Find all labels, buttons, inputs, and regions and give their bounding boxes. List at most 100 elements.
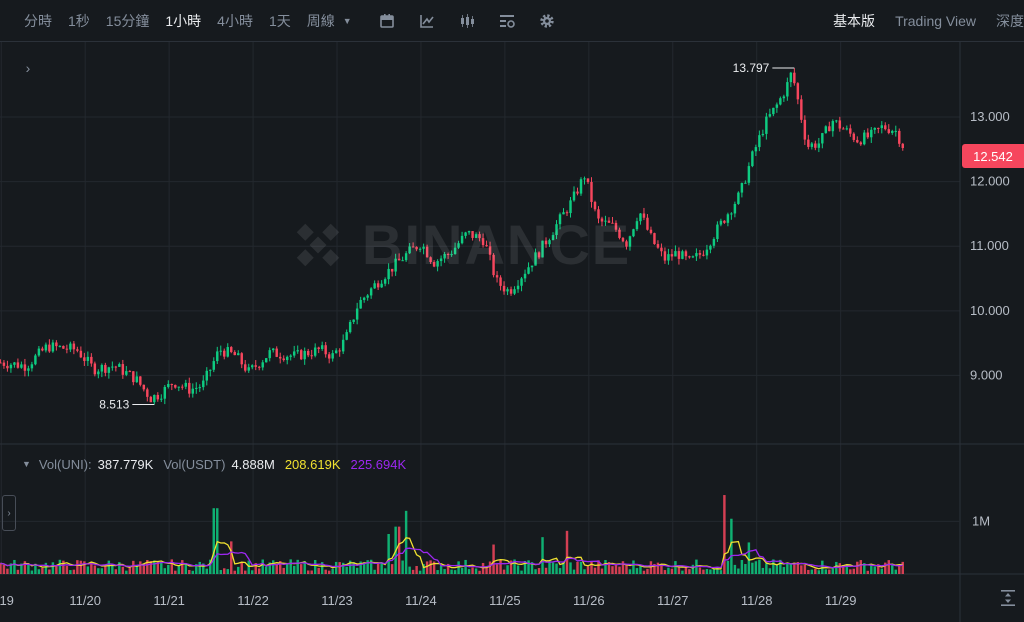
- volume-bar-down: [590, 561, 593, 574]
- volume-bar-up: [733, 564, 737, 574]
- interval-time[interactable]: 分時: [24, 12, 52, 29]
- volume-bar-up: [744, 564, 747, 574]
- interval-1h[interactable]: 1小時: [165, 12, 202, 29]
- candle-body-up: [100, 364, 104, 372]
- side-panel-toggle[interactable]: ›: [2, 495, 16, 531]
- candle-body-up: [135, 376, 139, 383]
- indicators-icon[interactable]: [498, 12, 516, 30]
- volume-bar-down: [828, 569, 831, 574]
- volume-bar-down: [663, 570, 667, 574]
- low-price-label: 8.513: [99, 398, 129, 412]
- volume-bar-up: [863, 563, 866, 574]
- interval-4h[interactable]: 4小時: [217, 12, 253, 29]
- candle-body-down: [142, 384, 146, 390]
- candle-body-up: [639, 213, 642, 222]
- interval-1d[interactable]: 1天: [268, 12, 291, 29]
- candle-body-up: [527, 267, 530, 274]
- volume-bar-up: [740, 559, 744, 574]
- tab-tradingview[interactable]: Trading View: [895, 13, 976, 29]
- volume-bar-up: [527, 560, 530, 574]
- candle-body-down: [565, 212, 569, 214]
- volume-bar-up: [558, 568, 562, 574]
- candle-body-down: [796, 83, 800, 100]
- more-intervals-dropdown[interactable]: 周線 ▼: [307, 11, 352, 31]
- volume-bar-up: [348, 560, 352, 574]
- candle-body-up: [632, 229, 635, 237]
- volume-bar-down: [93, 565, 97, 574]
- volume-bar-up: [768, 568, 772, 574]
- volume-bar-up: [289, 559, 292, 574]
- volume-bar-up: [271, 560, 275, 574]
- volume-ma-purple-line: [0, 547, 903, 569]
- candle-body-down: [299, 350, 303, 360]
- expand-panel-icon[interactable]: ›: [25, 60, 31, 76]
- volume-bar-up: [184, 563, 188, 574]
- tab-depth[interactable]: 深度: [996, 13, 1024, 29]
- volume-bar-up: [824, 569, 828, 574]
- chart-area[interactable]: 13.000 12.000 11.000 10.000 9.000 1M 1/19 11/20…: [0, 42, 1024, 622]
- volume-bar-up: [810, 569, 814, 574]
- volume-bar-up: [579, 561, 583, 574]
- volume-ma-yellow-line: [0, 537, 903, 570]
- candle-body-down: [509, 289, 513, 294]
- volume-bar-down: [656, 562, 660, 574]
- price-tick-label: 12.000: [970, 174, 1010, 189]
- candle-body-down: [114, 366, 118, 368]
- candle-body-up: [733, 203, 737, 214]
- volume-bar-up: [313, 559, 317, 574]
- volume-bar-down: [142, 564, 146, 574]
- candle-body-up: [51, 342, 55, 352]
- candle-body-up: [303, 350, 306, 360]
- candle-body-down: [684, 251, 688, 257]
- volume-bar-down: [800, 565, 803, 574]
- axis-settings-icon[interactable]: [998, 586, 1018, 610]
- candle-body-down: [240, 353, 243, 365]
- candle-body-up: [705, 249, 709, 256]
- collapse-volume-icon[interactable]: ▼: [22, 459, 31, 469]
- candle-body-up: [460, 235, 464, 244]
- candle-body-up: [212, 361, 215, 370]
- candle-body-down: [649, 229, 653, 234]
- settings-icon[interactable]: [538, 12, 556, 30]
- candle-body-down: [793, 72, 796, 84]
- candle-body-up: [209, 369, 212, 371]
- candle-body-down: [537, 252, 541, 258]
- candle-body-down: [425, 246, 429, 258]
- interval-15m[interactable]: 15分鐘: [105, 12, 150, 29]
- volume-bar-up: [786, 562, 789, 574]
- volume-bar-down: [796, 561, 800, 574]
- candle-body-down: [800, 99, 803, 120]
- candle-body-up: [331, 353, 334, 359]
- volume-bar-up: [359, 561, 362, 574]
- candle-body-up: [583, 178, 586, 180]
- candle-body-up: [740, 183, 744, 193]
- volume-bar-up: [97, 568, 100, 574]
- chart-toolbar: 分時 1秒 15分鐘 1小時 4小時 1天 周線 ▼ 基本版 Trading V…: [0, 0, 1024, 42]
- tab-basic[interactable]: 基本版: [833, 13, 876, 29]
- drawing-tools-icon[interactable]: [418, 12, 436, 30]
- candle-body-down: [586, 178, 590, 183]
- volume-bar-up: [562, 561, 565, 574]
- candle-body-down: [471, 231, 474, 238]
- calendar-icon[interactable]: [378, 12, 396, 30]
- volume-bar-up: [870, 565, 873, 574]
- volume-bar-up: [191, 570, 195, 574]
- candlestick-chart[interactable]: 13.000 12.000 11.000 10.000 9.000 1M 1/19 11/20…: [0, 42, 1024, 622]
- volume-bar-down: [684, 566, 688, 574]
- chevron-down-icon: ▼: [342, 15, 352, 26]
- volume-bar-down: [621, 561, 625, 574]
- candle-body-up: [313, 347, 317, 356]
- candle-body-up: [366, 295, 369, 298]
- volume-bar-up: [894, 569, 897, 574]
- volume-bar-up: [111, 563, 114, 574]
- candle-body-down: [278, 356, 282, 359]
- volume-bar-down: [698, 567, 702, 574]
- candle-body-up: [355, 308, 359, 320]
- candle-body-up: [247, 367, 250, 371]
- candle-type-icon[interactable]: [458, 12, 476, 30]
- interval-1s[interactable]: 1秒: [68, 12, 90, 29]
- volume-bar-up: [219, 570, 222, 574]
- candle-body-up: [34, 355, 37, 365]
- volume-bar-down: [565, 530, 569, 574]
- candle-body-down: [390, 268, 394, 272]
